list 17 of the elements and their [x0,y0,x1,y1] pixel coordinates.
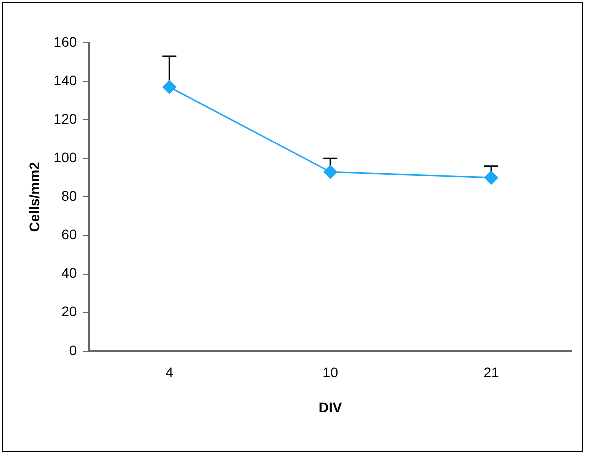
y-tick-label: 100 [54,150,78,166]
x-axis-title: DIV [318,399,343,416]
y-tick-label: 80 [62,188,78,204]
y-tick-label: 60 [62,226,78,243]
y-tick-label: 20 [62,304,78,320]
point [484,171,498,185]
y-tick-label: 40 [62,265,78,282]
y-tick-label: 160 [54,34,78,50]
x-tick-label: 4 [166,364,174,381]
x-tick-label: 10 [322,364,339,381]
y-axis-title: Cells/mm2 [26,162,42,232]
y-tick-label: 120 [54,110,78,127]
point [162,80,176,94]
y-tick-label: 0 [69,342,78,358]
point [324,165,338,179]
x-tick-label: 21 [484,364,500,381]
y-tick-label: 140 [54,72,78,88]
